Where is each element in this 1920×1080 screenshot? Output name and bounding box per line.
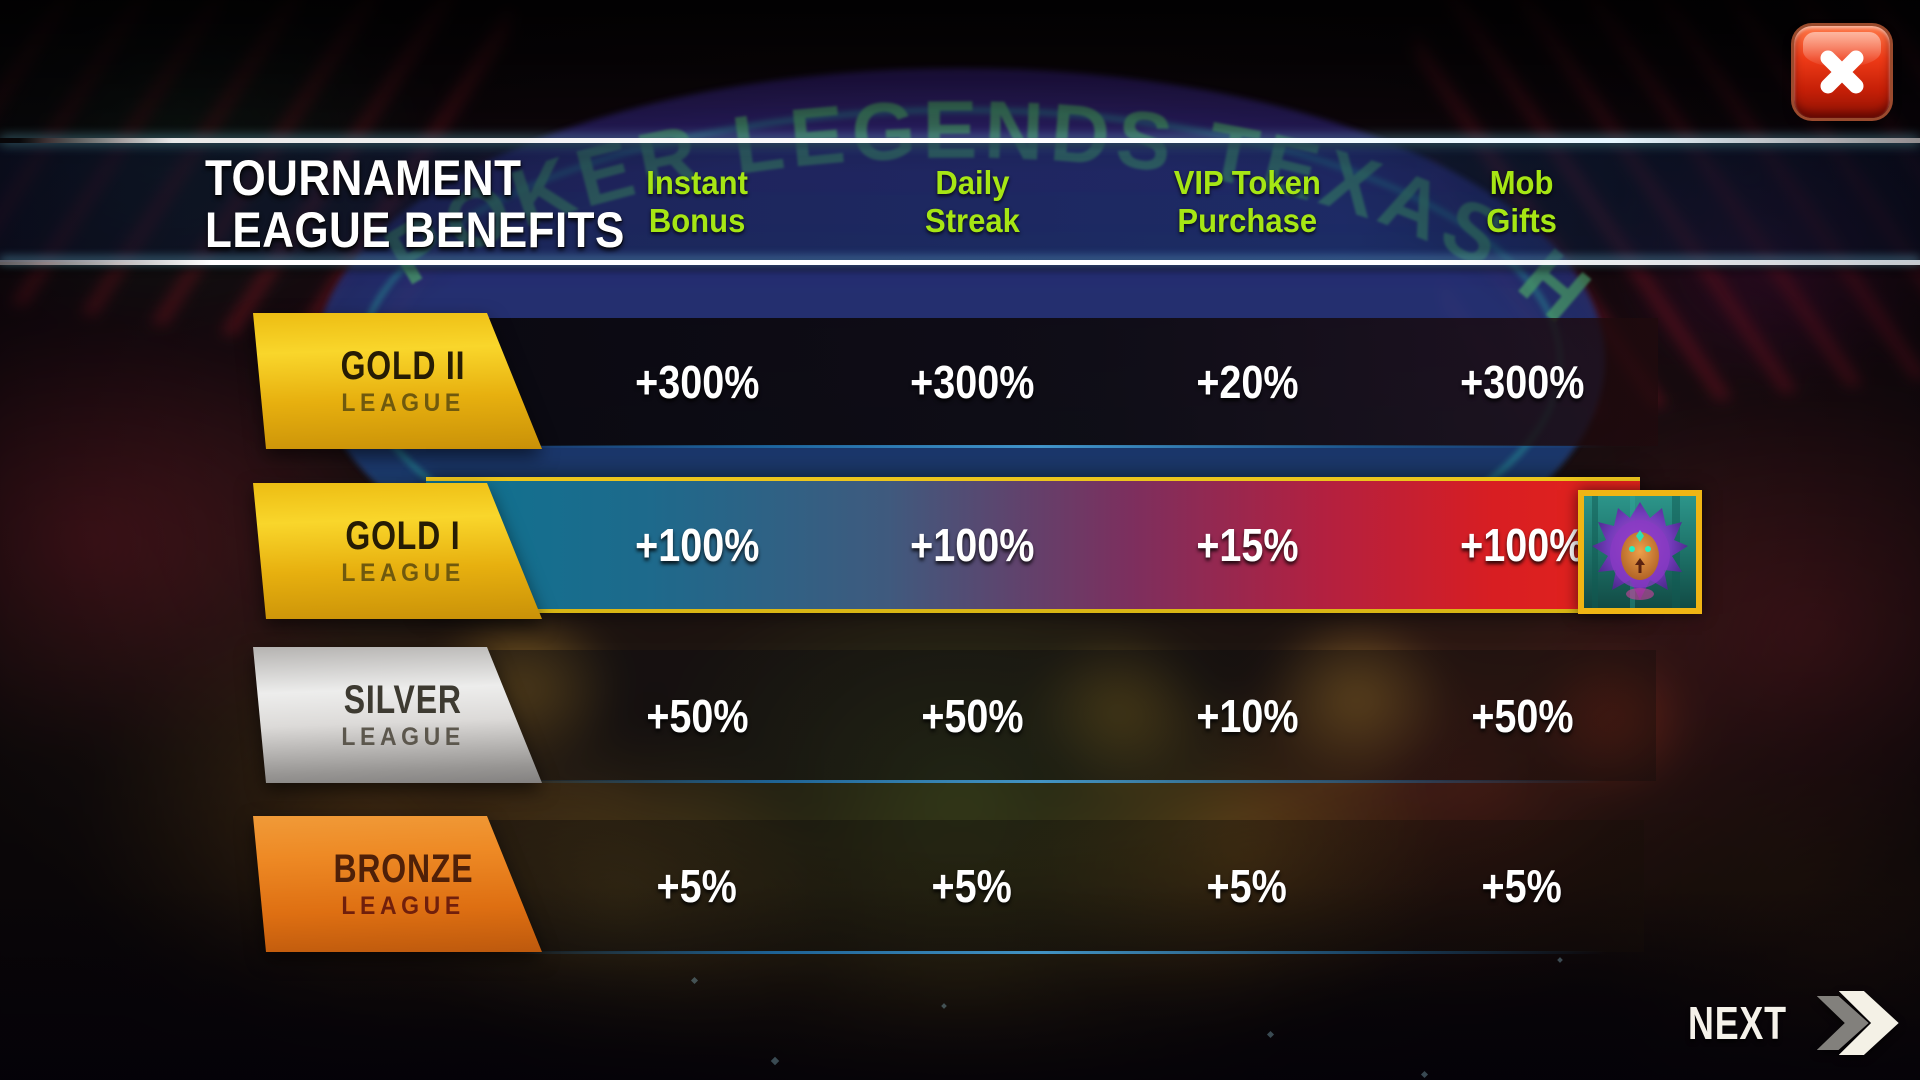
league-name: GOLD I [345,514,461,558]
benefit-value: +300% [1459,356,1585,408]
column-header-instant-bonus: Instant Bonus [646,164,748,239]
benefit-value: +20% [1195,356,1299,408]
column-header-mob-gifts: Mob Gifts [1486,164,1558,239]
league-row-silver: SILVER LEAGUE +50% +50% +10% +50% [0,647,1920,783]
league-sub-label: LEAGUE [341,892,465,920]
league-row-gold-ii: GOLD II LEAGUE +300% +300% +20% +300% [0,313,1920,449]
benefit-value: +100% [909,519,1035,571]
league-sub-label: LEAGUE [341,559,465,587]
benefit-value: +15% [1195,519,1299,571]
page-title-line2: LEAGUE BENEFITS [205,202,625,258]
league-sub-label: LEAGUE [341,723,465,751]
benefit-value: +100% [634,519,760,571]
benefit-value: +300% [634,356,760,408]
league-name: GOLD II [340,344,466,388]
double-chevron-right-icon [1816,991,1899,1055]
lion-avatar-art [1584,496,1696,608]
league-badge-gold-i: GOLD I LEAGUE [250,483,542,619]
league-row-gold-i-current: GOLD I LEAGUE +100% +100% +15% +100% [0,477,1920,619]
next-button[interactable]: NEXT [1688,990,1899,1056]
close-icon [1820,50,1864,94]
benefit-value: +50% [920,689,1024,742]
league-badge-bronze: BRONZE LEAGUE [250,816,542,952]
page-title: TOURNAMENT LEAGUE BENEFITS [205,152,625,256]
header-divider-top [0,138,1920,143]
column-header-vip-token-purchase: VIP Token Purchase [1173,164,1321,239]
benefit-value: +5% [1481,860,1563,912]
benefit-value: +5% [656,860,738,912]
benefit-value: +10% [1195,689,1299,742]
league-row-bronze: BRONZE LEAGUE +5% +5% +5% +5% [0,816,1920,954]
league-badge-gold-ii: GOLD II LEAGUE [250,313,542,449]
close-button[interactable] [1794,26,1890,118]
benefit-value: +5% [1206,860,1288,912]
column-header-daily-streak: Daily Streak [924,164,1020,239]
league-sub-label: LEAGUE [341,389,465,417]
header-divider-bottom [0,260,1920,265]
league-name: SILVER [343,678,462,722]
benefit-value: +300% [909,356,1035,408]
league-badge-silver: SILVER LEAGUE [250,647,542,783]
page-title-line1: TOURNAMENT [205,150,522,206]
next-button-label: NEXT [1688,997,1787,1049]
league-name: BRONZE [333,847,473,891]
benefit-value: +50% [645,689,749,742]
player-lion-avatar [1578,490,1702,614]
benefit-value: +50% [1470,689,1574,742]
benefit-value: +5% [931,860,1013,912]
